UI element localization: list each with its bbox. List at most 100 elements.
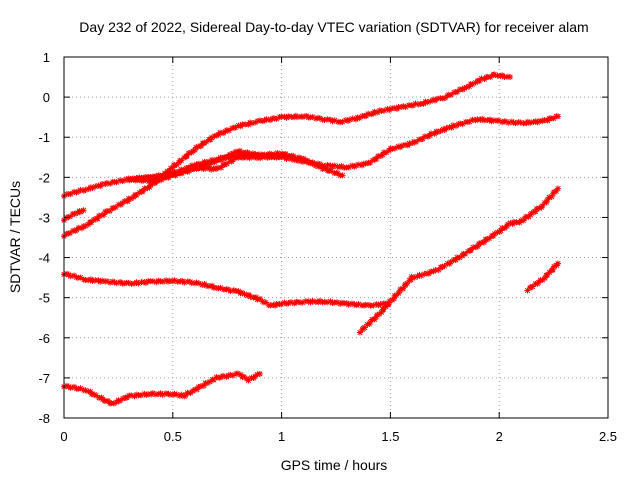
data-point [472,244,479,251]
data-point [381,107,388,114]
data-point [167,172,174,179]
data-point [242,121,249,128]
data-point [230,156,237,163]
data-point [480,239,487,246]
data-point [463,84,470,91]
data-point [380,306,387,313]
data-point [189,165,196,172]
data-point [452,89,459,96]
data-point [256,370,263,377]
data-point [504,221,511,228]
data-point [421,133,428,140]
data-point [466,118,473,125]
data-point [306,159,313,166]
data-point [389,145,396,152]
y-tick-label: -1 [38,130,50,145]
data-point [548,193,555,200]
data-point [82,186,89,193]
data-point [299,299,306,306]
data-point [166,391,173,398]
data-point [165,278,172,285]
data-point [437,127,444,134]
data-point [448,124,455,131]
data-point [131,393,138,400]
data-point [507,74,514,81]
data-point [528,284,535,291]
data-point [345,164,352,171]
data-point [73,274,80,281]
data-point [549,266,556,273]
data-point [107,180,114,187]
data-point [503,223,510,230]
data-point [278,301,285,308]
data-point [203,138,210,145]
data-point [292,112,299,119]
data-point [131,280,138,287]
data-point [292,155,299,162]
data-point [239,154,246,161]
data-point [398,103,405,110]
data-point [111,279,118,286]
data-point [155,390,162,397]
data-point [92,183,99,190]
data-point [113,179,120,186]
data-point [419,135,426,142]
data-point [230,372,237,379]
data-point [294,298,301,305]
data-point [254,371,261,378]
y-tick-label: 0 [43,90,50,105]
data-point [189,148,196,155]
data-point [92,277,99,284]
series-trace-8 [524,260,561,294]
data-point [355,161,362,168]
data-point [128,195,135,202]
data-point [102,208,109,215]
data-point [324,299,331,306]
data-point [101,211,108,218]
data-point [366,320,373,327]
y-tick-label: -4 [38,251,50,266]
data-point [349,115,356,122]
data-point [374,311,381,318]
data-point [187,165,194,172]
data-point [409,102,416,109]
x-tick-label: 1 [278,429,285,444]
data-point [550,115,557,122]
data-point [361,324,368,331]
data-point [486,235,493,242]
data-point [178,391,185,398]
data-point [422,98,429,105]
data-point [65,383,72,390]
data-point [536,205,543,212]
data-point [178,169,185,176]
data-point [488,118,495,125]
data-point [217,284,224,291]
data-marks [61,71,561,407]
data-point [434,95,441,102]
data-point [412,100,419,107]
data-point [270,115,277,122]
data-point [157,173,164,180]
data-point [478,75,485,82]
data-point [391,105,398,112]
data-point [113,280,120,287]
data-point [234,370,241,377]
data-point [541,199,548,206]
data-point [120,177,127,184]
data-point [349,162,356,169]
data-point [384,106,391,113]
data-point [355,301,362,308]
data-point [474,243,481,250]
data-point [252,119,259,126]
data-point [198,143,205,150]
data-point [554,185,561,192]
data-point [532,208,539,215]
data-point [491,230,498,237]
data-point [261,117,268,124]
data-point [253,154,260,161]
data-point [324,162,331,169]
data-point [208,134,215,141]
data-point [195,383,202,390]
data-point [247,119,254,126]
data-point [130,176,137,183]
